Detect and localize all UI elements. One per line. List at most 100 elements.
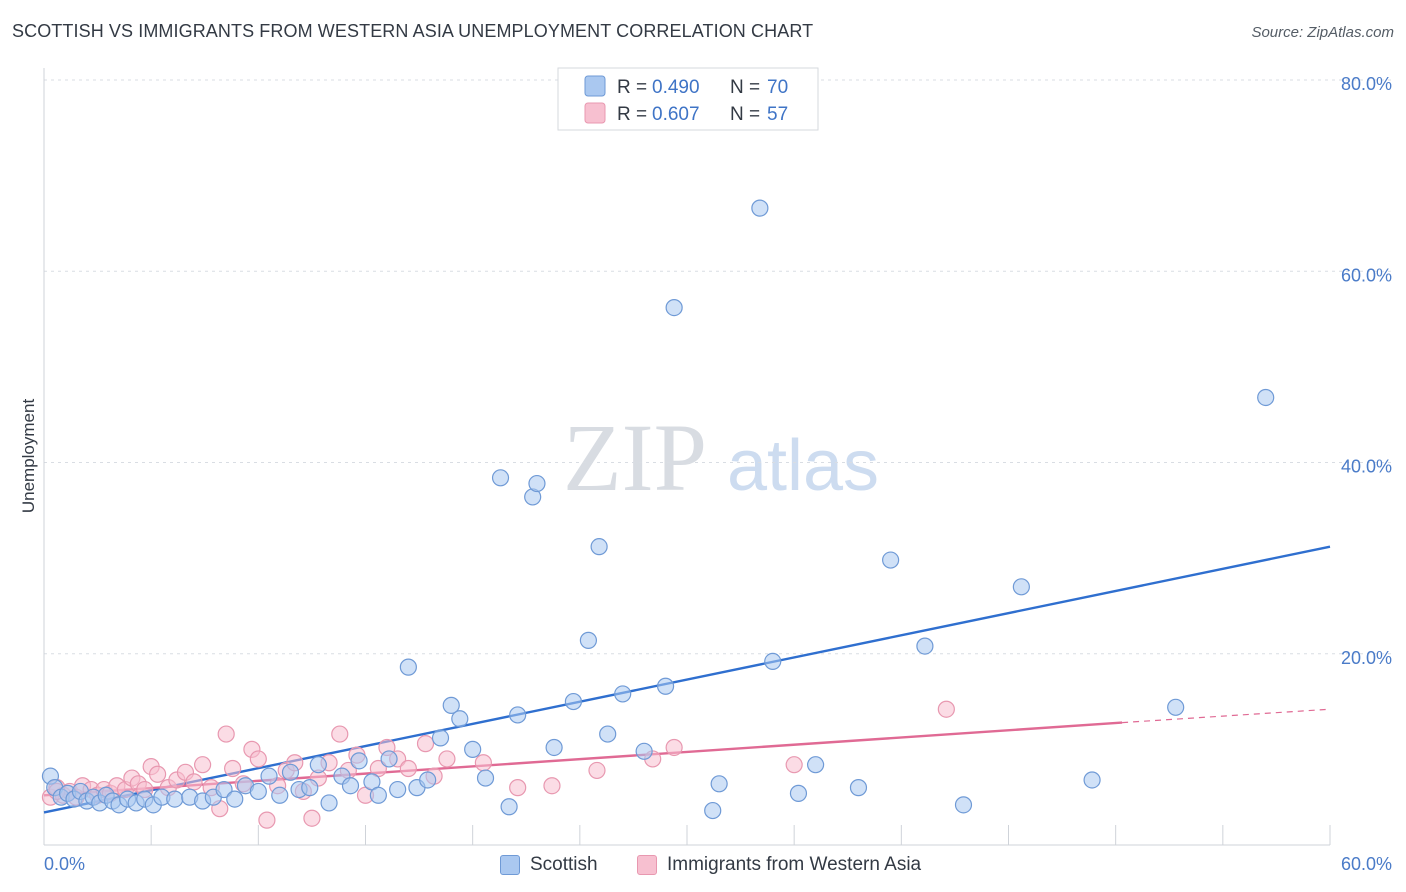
- scottish-point: [1083, 771, 1101, 789]
- scottish-point: [166, 790, 184, 808]
- scottish-point: [599, 725, 617, 743]
- scottish-trend-line: [43, 545, 1331, 814]
- y-tick-label: 80.0%: [1341, 74, 1392, 94]
- western-asia-point: [258, 811, 276, 829]
- western-asia-point: [185, 773, 203, 791]
- y-tick-label: 60.0%: [1341, 265, 1392, 285]
- legend-r-label-western-asia: R =: [617, 104, 647, 125]
- scottish-point: [509, 706, 527, 724]
- western-asia-point: [416, 735, 435, 753]
- legend-r-value-scottish: 0.490: [652, 77, 700, 98]
- scottish-point: [476, 769, 495, 787]
- y-axis-label: Unemployment: [19, 399, 38, 514]
- scottish-point: [1167, 698, 1185, 716]
- western-asia-point: [399, 759, 417, 778]
- scottish-point: [419, 771, 437, 789]
- scottish-point: [704, 801, 722, 820]
- western-asia-trend-extension: [1122, 708, 1331, 724]
- western-asia-point: [303, 809, 321, 827]
- watermark: ZIP atlas: [563, 404, 879, 511]
- watermark-zip: ZIP: [563, 404, 707, 511]
- scottish-point: [665, 298, 683, 317]
- western-asia-point: [474, 754, 492, 772]
- western-asia-swatch: [637, 855, 657, 875]
- scottish-point: [545, 738, 563, 757]
- scottish-point: [249, 782, 267, 801]
- scottish-point: [614, 685, 632, 703]
- scottish-point: [806, 756, 825, 774]
- legend: R = 0.490 N = 70 R = 0.607 N = 57: [557, 67, 819, 131]
- legend-r-value-western-asia: 0.607: [652, 104, 700, 125]
- watermark-atlas: atlas: [727, 426, 879, 506]
- scottish-point: [579, 631, 598, 649]
- legend-n-value-western-asia: 57: [767, 104, 788, 125]
- scottish-point: [380, 750, 398, 768]
- chart-source: Source: ZipAtlas.com: [1251, 24, 1394, 41]
- scottish-point: [590, 538, 608, 556]
- scottish-point: [656, 677, 675, 695]
- scottish-point: [399, 658, 417, 676]
- western-asia-point: [509, 779, 527, 797]
- scottish-point: [350, 752, 368, 770]
- y-tick-label: 20.0%: [1341, 648, 1392, 668]
- scottish-point: [882, 551, 900, 569]
- scottish-point: [271, 786, 289, 804]
- scottish-point: [954, 796, 973, 814]
- scottish-point: [751, 199, 769, 217]
- western-asia-point: [588, 761, 606, 780]
- scottish-point: [369, 786, 387, 804]
- y-tick-label: 40.0%: [1341, 457, 1392, 477]
- scottish-point: [1012, 578, 1030, 596]
- scottish-point: [389, 780, 407, 799]
- scottish-point: [1257, 388, 1275, 407]
- scottish-point: [528, 474, 546, 493]
- western-asia-legend-label: Immigrants from Western Asia: [667, 854, 922, 875]
- scottish-point: [789, 784, 808, 802]
- bottom-legend-scottish: Scottish: [500, 852, 598, 878]
- x-tick-label: 0.0%: [44, 854, 85, 874]
- western-asia-point: [438, 750, 456, 768]
- scottish-point: [500, 798, 518, 816]
- scottish-point: [764, 652, 782, 671]
- legend-r-label-scottish: R =: [617, 77, 647, 98]
- western-asia-point: [937, 700, 955, 718]
- western-asia-point: [194, 756, 212, 774]
- western-asia-point: [224, 759, 242, 778]
- scottish-point: [215, 780, 233, 799]
- scottish-point: [710, 775, 728, 793]
- legend-swatch-western-asia: [584, 102, 606, 124]
- chart-title: SCOTTISH VS IMMIGRANTS FROM WESTERN ASIA…: [12, 21, 814, 41]
- scottish-point: [464, 740, 482, 758]
- scottish-point: [226, 790, 244, 808]
- scottish-point: [564, 692, 583, 711]
- bottom-legend-western-asia: Immigrants from Western Asia: [637, 852, 921, 878]
- western-asia-point: [331, 725, 349, 743]
- western-asia-point: [543, 777, 561, 795]
- legend-n-value-scottish: 70: [767, 77, 788, 98]
- legend-n-label-scottish: N =: [730, 77, 760, 98]
- scottish-point: [301, 779, 319, 797]
- scottish-point: [849, 779, 868, 797]
- western-asia-point: [785, 756, 803, 774]
- scottish-point: [491, 469, 510, 487]
- scottish-point: [281, 763, 300, 781]
- scottish-legend-label: Scottish: [530, 854, 598, 875]
- scottish-point: [635, 742, 653, 760]
- western-asia-point: [665, 738, 683, 757]
- western-asia-point: [249, 750, 267, 768]
- scottish-swatch: [500, 855, 520, 875]
- legend-n-label-western-asia: N =: [730, 104, 760, 125]
- scottish-point: [309, 756, 327, 774]
- western-asia-point: [148, 765, 167, 783]
- scottish-point: [320, 794, 338, 812]
- scottish-point: [341, 777, 360, 795]
- scottish-point: [431, 729, 450, 747]
- scottish-point: [451, 710, 469, 728]
- scottish-point: [916, 637, 934, 655]
- legend-swatch-scottish: [584, 75, 606, 97]
- western-asia-point: [217, 725, 235, 743]
- x-tick-label: 60.0%: [1341, 854, 1392, 874]
- scottish-point: [442, 696, 460, 714]
- scottish-point: [260, 767, 278, 785]
